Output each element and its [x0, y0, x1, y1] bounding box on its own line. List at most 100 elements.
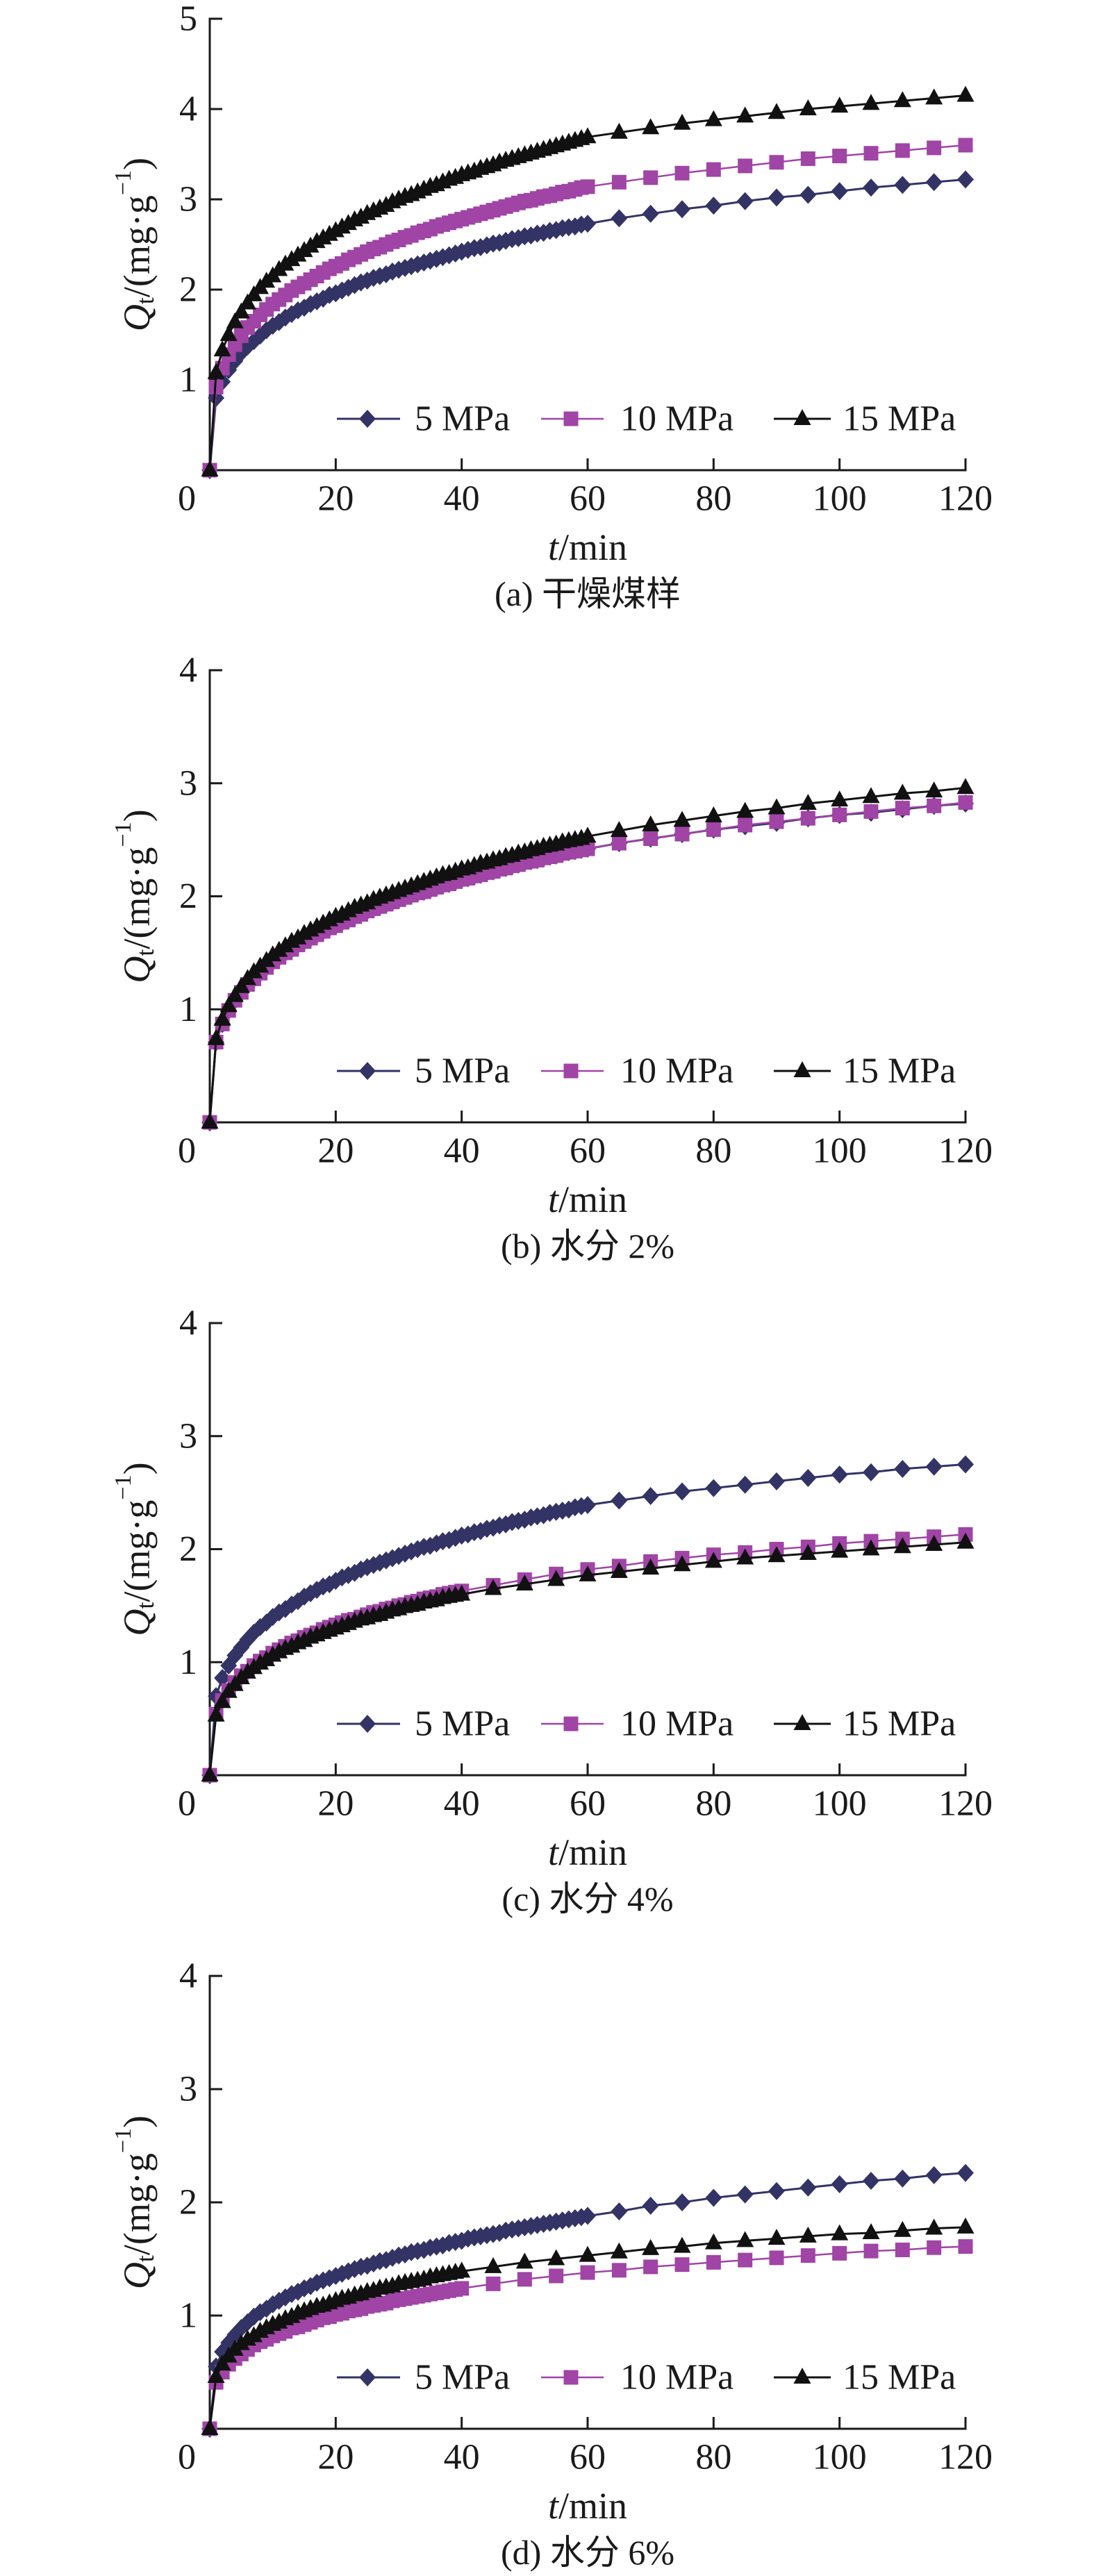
legend-label: 10 MPa — [620, 1052, 734, 1091]
data-point — [895, 143, 910, 158]
data-point — [207, 1705, 225, 1722]
data-point — [738, 2252, 753, 2268]
y-axis-title: Qt/(mg·g−1) — [110, 2116, 160, 2289]
y-tick-label: 1 — [179, 360, 197, 400]
legend: 5 MPa 10 MPa 15 MPa — [337, 1052, 956, 1091]
data-point — [958, 2239, 973, 2254]
data-point — [226, 312, 244, 329]
data-point — [238, 293, 256, 310]
legend-item: 10 MPa — [541, 1704, 734, 1744]
data-point — [862, 1539, 880, 1556]
data-point — [705, 197, 722, 215]
data-point — [768, 188, 785, 207]
data-point — [956, 778, 975, 795]
data-point — [674, 2257, 690, 2272]
data-point — [547, 1570, 565, 1586]
data-point — [769, 2250, 784, 2266]
data-point — [579, 2207, 596, 2225]
data-point — [863, 2243, 879, 2259]
data-point — [925, 781, 943, 798]
data-point — [957, 2163, 974, 2182]
data-point — [642, 118, 660, 135]
y-tick-label: 1 — [179, 990, 197, 1029]
data-point — [704, 806, 722, 822]
data-point — [895, 801, 910, 816]
x-tick-label: 20 — [317, 1784, 354, 1824]
x-tick-label: 120 — [938, 1784, 993, 1824]
data-point — [611, 209, 628, 228]
legend-label: 5 MPa — [415, 1704, 510, 1744]
data-point — [611, 2202, 628, 2221]
y-axis-title-close: ) — [116, 158, 158, 170]
legend-item: 15 MPa — [774, 399, 956, 439]
data-point — [214, 1669, 231, 1688]
y-tick-label: 3 — [179, 1416, 197, 1456]
legend-item: 5 MPa — [337, 1052, 510, 1091]
data-point — [580, 2265, 595, 2280]
x-tick-label: 40 — [444, 479, 480, 519]
data-point — [610, 1562, 628, 1579]
data-point — [610, 122, 628, 139]
data-point — [768, 1472, 785, 1490]
data-point — [736, 2185, 754, 2204]
data-point — [674, 1482, 690, 1501]
data-point — [611, 174, 627, 190]
data-point — [517, 2272, 532, 2287]
data-point — [956, 1532, 975, 1549]
legend-item: 15 MPa — [774, 2358, 956, 2398]
legend: 5 MPa 10 MPa 15 MPa — [337, 399, 956, 439]
y-axis-title: Qt/(mg·g−1) — [110, 1462, 160, 1636]
diamond-marker-icon — [359, 2368, 376, 2386]
data-point — [863, 146, 879, 161]
data-point — [832, 149, 847, 164]
data-point — [642, 1487, 659, 1506]
data-point — [213, 1692, 231, 1709]
y-tick-label: 1 — [179, 2296, 197, 2336]
x-axis-title-unit: /min — [558, 526, 627, 568]
data-point — [643, 2259, 658, 2275]
x-axis-title-var: t — [548, 2485, 560, 2527]
data-point — [515, 2252, 533, 2269]
x-tick-label: 80 — [695, 2438, 731, 2477]
data-point — [800, 2248, 815, 2263]
panel-caption: (b) 水分 2% — [501, 1227, 674, 1265]
y-tick-label: 3 — [179, 763, 197, 803]
data-point — [863, 1463, 879, 1481]
x-axis-title-var: t — [548, 1179, 560, 1220]
data-point — [831, 2224, 849, 2241]
y-axis-title-close: ) — [116, 1462, 158, 1474]
x-tick-label: 60 — [570, 1784, 606, 1824]
x-tick-label: 0 — [178, 2438, 196, 2477]
data-point — [706, 2254, 721, 2270]
panel-caption: (c) 水分 4% — [502, 1879, 673, 1918]
y-tick-label: 1 — [179, 1643, 197, 1682]
data-point — [213, 340, 231, 357]
data-point — [799, 99, 817, 115]
legend-item: 15 MPa — [774, 1704, 956, 1744]
legend-item: 15 MPa — [774, 1052, 956, 1091]
data-point — [642, 204, 659, 223]
data-point — [893, 91, 911, 108]
data-point — [831, 182, 848, 201]
series-15-mpa — [201, 1532, 975, 1781]
data-point — [738, 158, 753, 174]
data-point — [799, 794, 817, 811]
series-15-mpa — [201, 2217, 975, 2435]
data-point — [207, 2367, 225, 2384]
legend-item: 10 MPa — [541, 2358, 734, 2398]
data-point — [484, 1579, 502, 1595]
data-point — [957, 1455, 974, 1474]
data-point — [768, 2182, 785, 2200]
data-point — [927, 798, 942, 813]
x-tick-label: 60 — [570, 1131, 606, 1171]
triangle-marker-icon — [793, 1061, 811, 1077]
data-point — [226, 986, 244, 1002]
x-tick-label: 100 — [813, 479, 867, 519]
y-axis-title-var: Q — [116, 956, 158, 983]
data-point — [894, 2169, 911, 2188]
series-10-mpa — [202, 138, 973, 478]
y-tick-label: 4 — [179, 651, 197, 690]
